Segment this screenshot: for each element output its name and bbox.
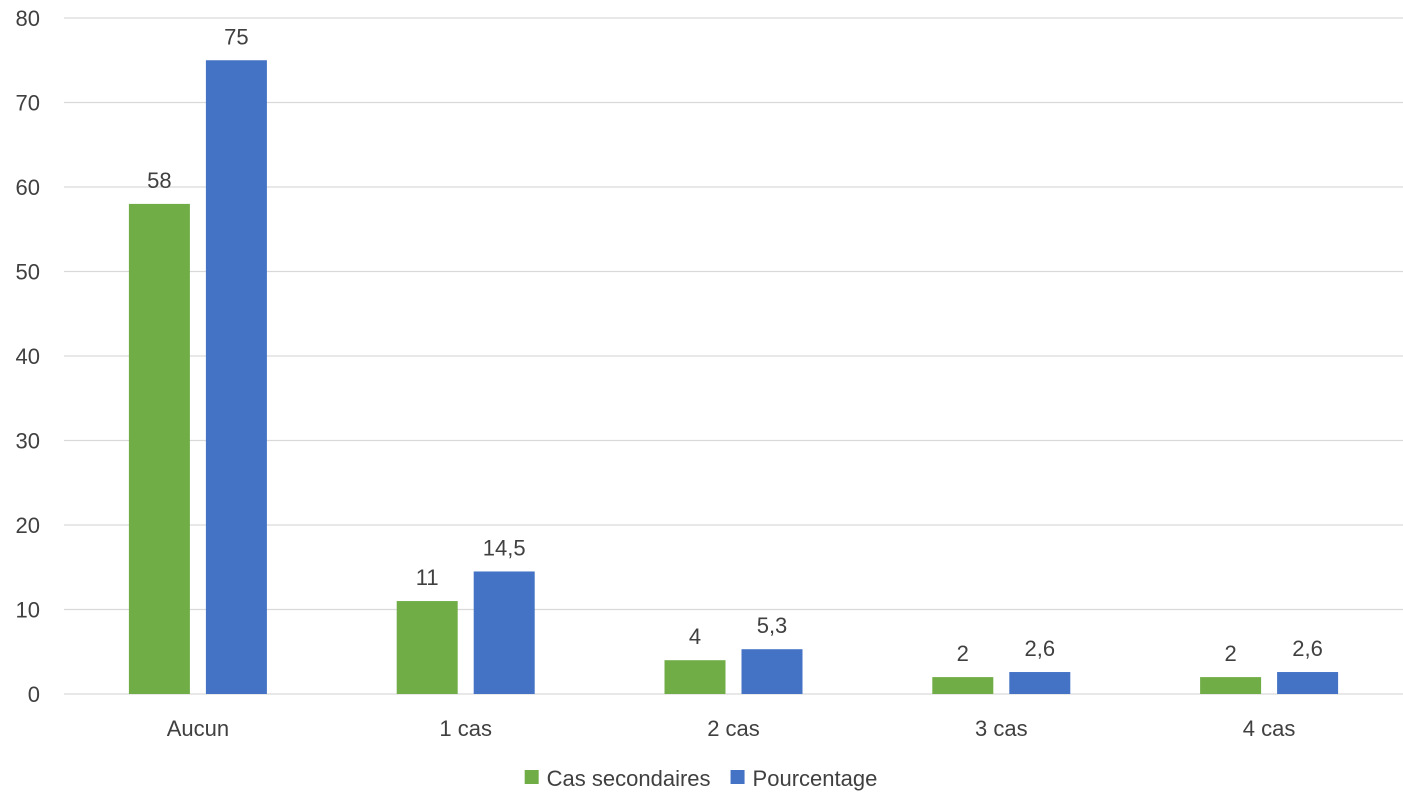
x-tick-label: 1 cas <box>439 716 492 741</box>
bar-pourcentage <box>1277 672 1339 694</box>
data-label: 75 <box>224 24 248 49</box>
x-tick-label: 2 cas <box>707 716 760 741</box>
y-tick-label: 40 <box>16 344 40 369</box>
data-label: 14,5 <box>483 535 526 560</box>
bar-cas-secondaires <box>932 677 994 694</box>
data-label: 5,3 <box>757 613 788 638</box>
data-label: 11 <box>416 565 439 590</box>
data-label: 2 <box>1224 641 1236 666</box>
x-tick-label: Aucun <box>167 716 229 741</box>
bar-pourcentage <box>741 649 803 694</box>
data-label: 2,6 <box>1025 636 1056 661</box>
bar-pourcentage <box>1009 672 1071 694</box>
data-label: 2,6 <box>1292 636 1323 661</box>
legend-swatch <box>524 770 539 784</box>
legend-label: Pourcentage <box>753 766 878 791</box>
bar-cas-secondaires <box>1200 677 1262 694</box>
y-tick-label: 30 <box>16 429 40 454</box>
x-axis: Aucun 1 cas 2 cas 3 cas 4 cas <box>167 716 1296 741</box>
data-label: 4 <box>689 624 701 649</box>
x-tick-label: 4 cas <box>1243 716 1296 741</box>
x-tick-label: 3 cas <box>975 716 1028 741</box>
y-tick-label: 10 <box>16 598 40 623</box>
bar-cas-secondaires <box>396 601 458 694</box>
legend-label: Cas secondaires <box>547 766 711 791</box>
data-label: 2 <box>957 641 969 666</box>
bar-cas-secondaires <box>664 660 726 694</box>
y-tick-label: 60 <box>16 175 40 200</box>
bar-cas-secondaires <box>128 203 190 694</box>
y-axis: 0 10 20 30 40 50 60 70 80 <box>16 6 40 707</box>
y-tick-label: 20 <box>16 513 40 538</box>
y-tick-label: 50 <box>16 260 40 285</box>
data-label: 58 <box>147 168 171 193</box>
bar-pourcentage <box>205 60 267 694</box>
legend: Cas secondaires Pourcentage <box>524 766 878 791</box>
y-tick-label: 0 <box>28 682 40 707</box>
legend-swatch <box>730 770 745 784</box>
bars <box>128 60 1339 694</box>
y-tick-label: 70 <box>16 91 40 116</box>
bar-pourcentage <box>473 571 535 694</box>
gridlines <box>64 17 1403 695</box>
data-labels: 58 75 11 14,5 4 5,3 2 2,6 2 2,6 <box>147 24 1323 666</box>
y-tick-label: 80 <box>16 6 40 31</box>
